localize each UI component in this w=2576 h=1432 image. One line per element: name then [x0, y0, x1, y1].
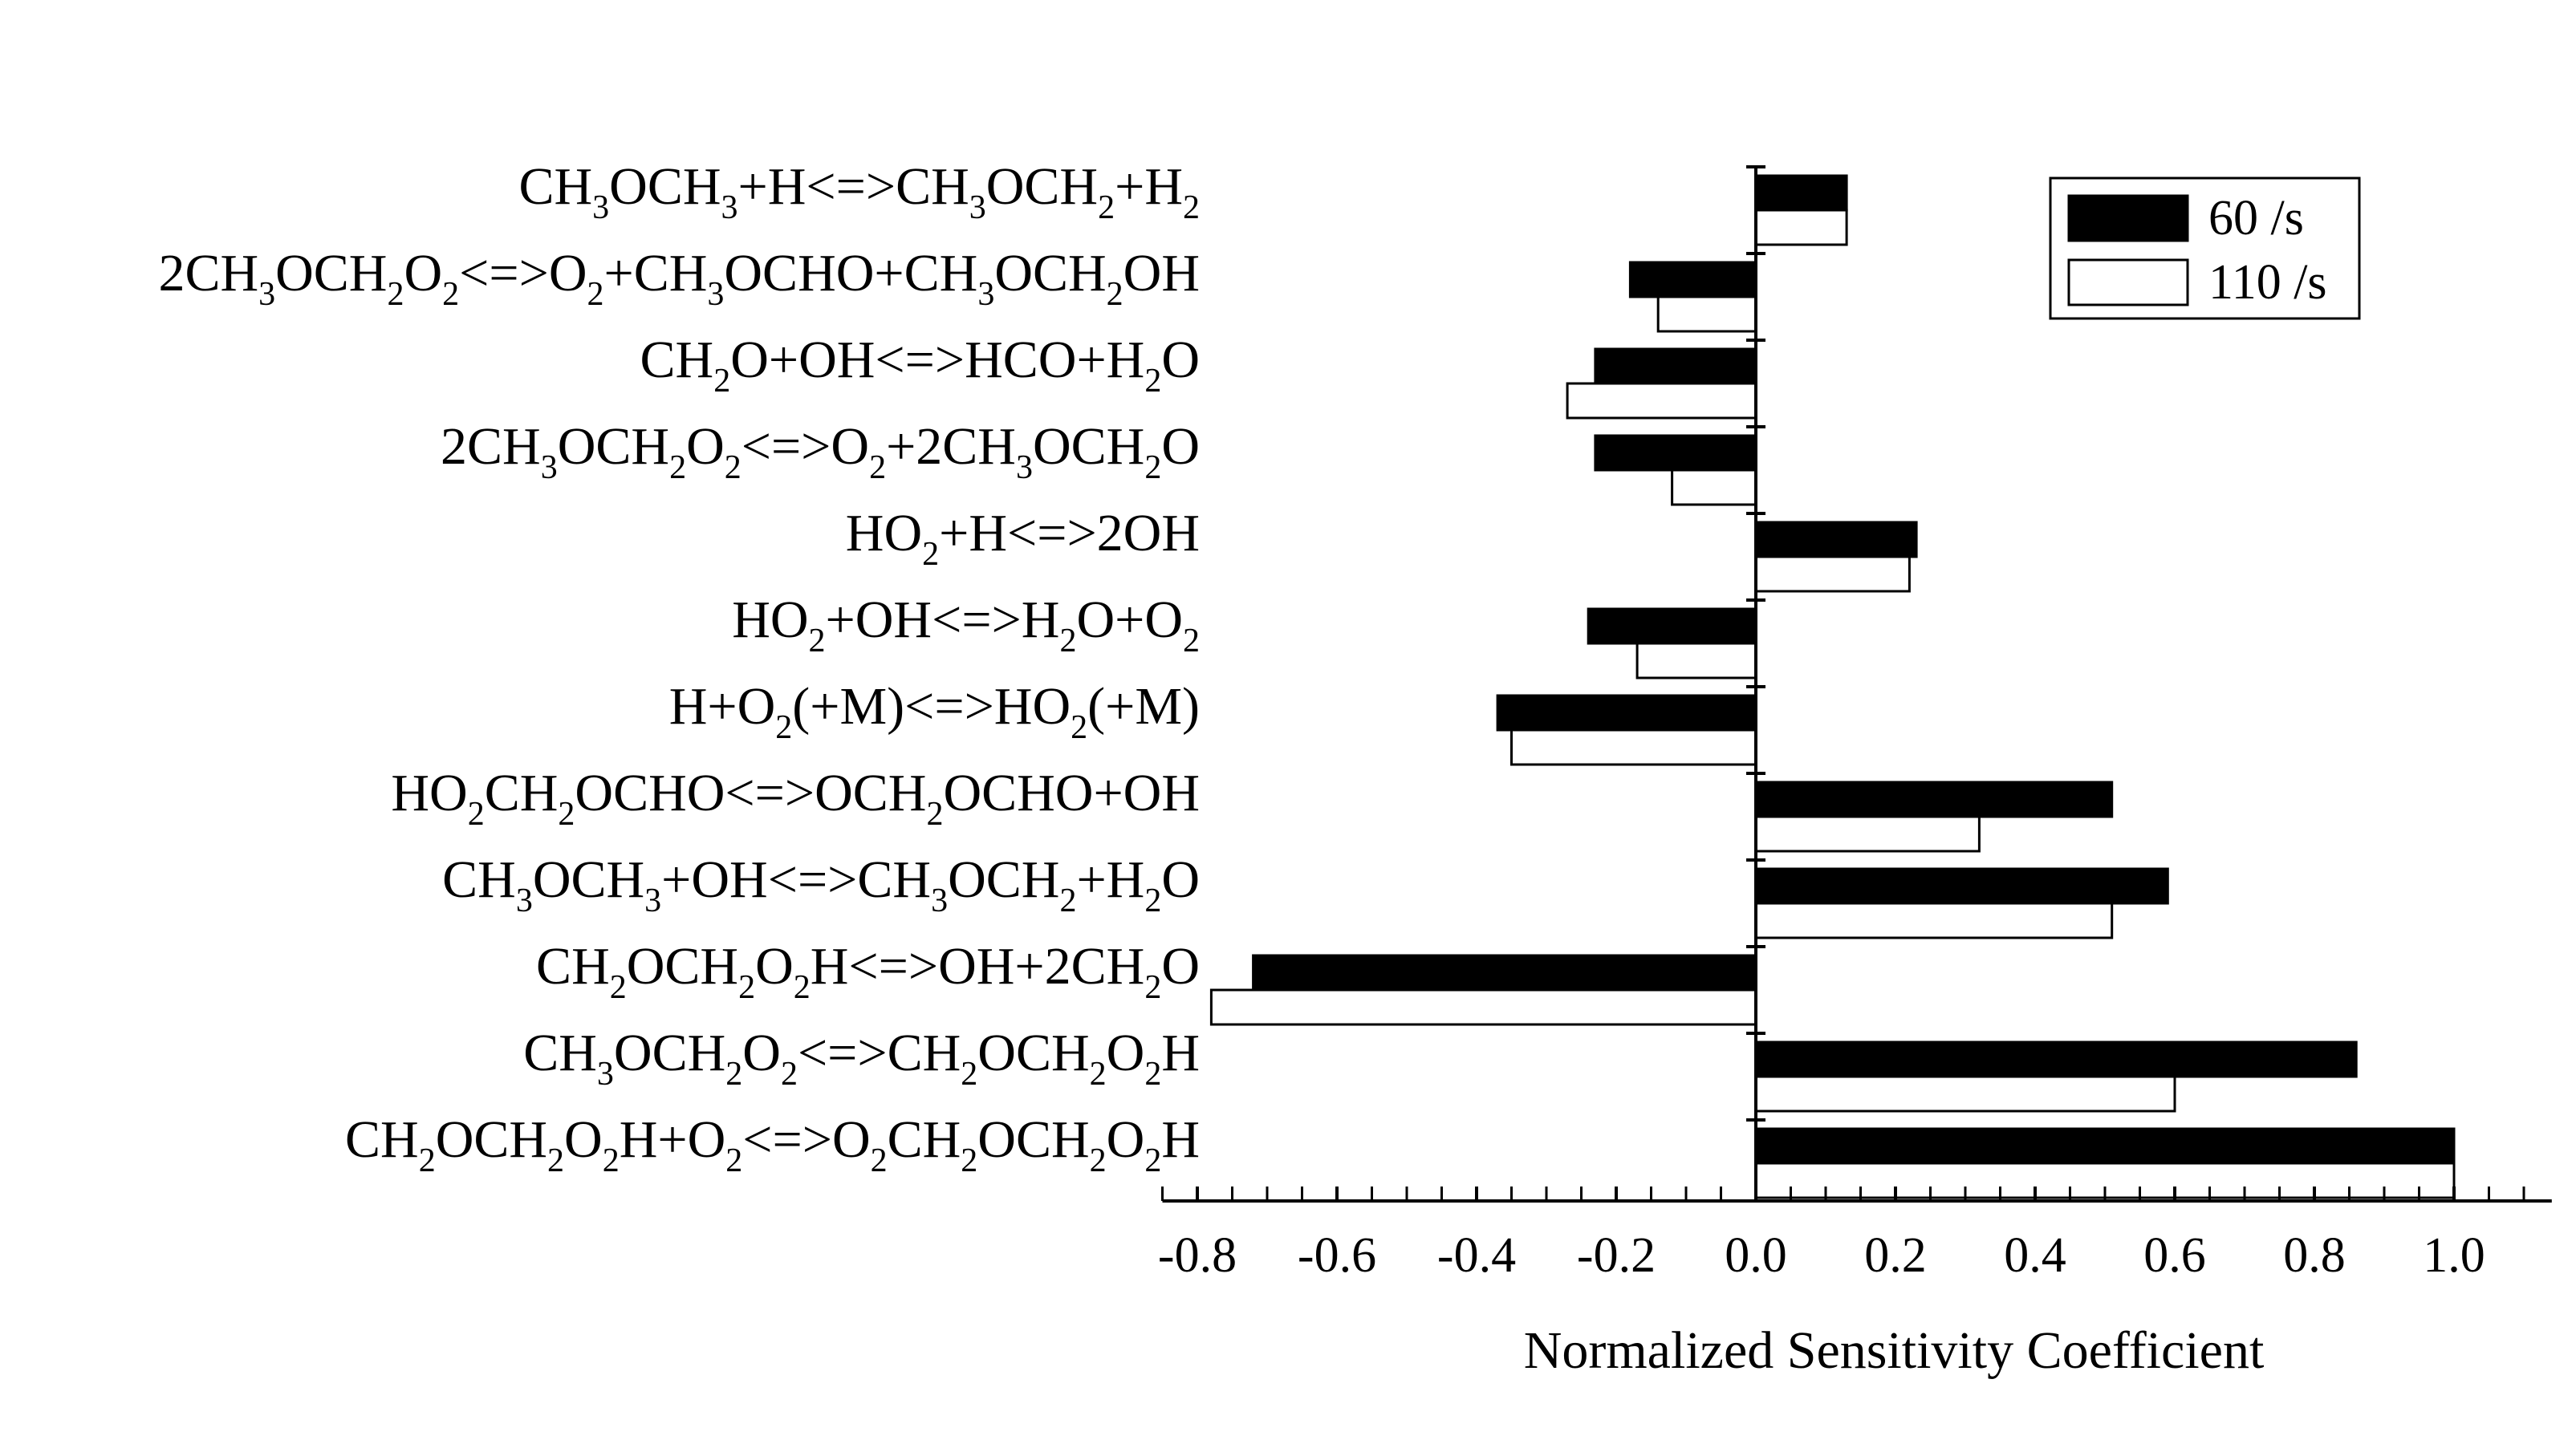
bars-layer	[1209, 174, 2456, 1199]
bar-110s-0	[1754, 209, 1848, 246]
x-tick-label: 0.2	[1864, 1228, 1927, 1283]
bar-110s-9	[1209, 988, 1757, 1026]
reaction-label: CH2OCH2O2H<=>OH+2CH2O	[536, 937, 1200, 1006]
bar-110s-6	[1510, 728, 1757, 766]
bar-60s-9	[1252, 954, 1757, 992]
reaction-label: CH3OCH3+OH<=>CH3OCH2+H2O	[442, 850, 1200, 919]
bar-110s-2	[1566, 382, 1757, 420]
x-tick-label: 0.8	[2283, 1228, 2346, 1283]
bar-110s-10	[1754, 1075, 2176, 1113]
x-tick-label: -0.2	[1577, 1228, 1656, 1283]
bar-110s-3	[1671, 469, 1757, 506]
x-tick-label: -0.8	[1158, 1228, 1237, 1283]
reaction-label: CH3OCH3+H<=>CH3OCH2+H2	[518, 157, 1200, 226]
bar-60s-11	[1754, 1127, 2456, 1165]
reaction-label: HO2CH2OCHO<=>OCH2OCHO+OH	[391, 764, 1200, 833]
reaction-label: HO2+H<=>2OH	[846, 504, 1200, 573]
reaction-label: CH2OCH2O2H+O2<=>O2CH2OCH2O2H	[345, 1110, 1200, 1179]
axes-layer	[1161, 165, 2552, 1203]
x-tick-label: 0.6	[2143, 1228, 2206, 1283]
x-tick-label: -0.4	[1437, 1228, 1516, 1283]
legend: 60 /s 110 /s	[2049, 176, 2361, 320]
x-tick-label: 0.0	[1725, 1228, 1787, 1283]
x-tick-label: -0.6	[1298, 1228, 1376, 1283]
reaction-labels-layer: CH3OCH3+H<=>CH3OCH2+H2 2CH3OCH2O2<=>O2+CH…	[158, 157, 1200, 1179]
reaction-label: CH3OCH2O2<=>CH2OCH2O2H	[523, 1024, 1200, 1093]
bar-110s-8	[1754, 902, 2114, 939]
bar-110s-4	[1754, 555, 1911, 593]
bar-110s-5	[1635, 642, 1757, 679]
bar-110s-1	[1656, 295, 1757, 333]
bar-60s-0	[1754, 174, 1848, 212]
legend-label-1: 110 /s	[2208, 255, 2327, 310]
legend-swatch-0	[2067, 194, 2189, 242]
reaction-label: H+O2(+M)<=>HO2(+M)	[669, 677, 1200, 746]
reaction-label: 2CH3OCH2O2<=>O2+CH3OCHO+CH3OCH2OH	[158, 244, 1200, 313]
legend-label-0: 60 /s	[2208, 191, 2304, 245]
bar-110s-7	[1754, 815, 1981, 853]
bar-60s-3	[1594, 434, 1757, 472]
bar-60s-6	[1496, 694, 1757, 732]
bar-60s-1	[1628, 261, 1757, 298]
reaction-label: HO2+OH<=>H2O+O2	[732, 590, 1200, 659]
bar-60s-5	[1587, 607, 1757, 645]
x-axis-title: Normalized Sensitivity Coefficient	[1524, 1321, 2265, 1380]
bar-60s-8	[1754, 867, 2169, 905]
x-tick-label: 1.0	[2423, 1228, 2485, 1283]
bar-60s-4	[1754, 521, 1918, 558]
reaction-label: 2CH3OCH2O2<=>O2+2CH3OCH2O	[441, 417, 1200, 486]
reaction-label: CH2O+OH<=>HCO+H2O	[640, 331, 1200, 400]
bar-60s-2	[1594, 347, 1757, 385]
bar-60s-10	[1754, 1041, 2358, 1078]
bar-60s-7	[1754, 781, 2114, 818]
x-tick-label: 0.4	[2004, 1228, 2066, 1283]
x-tick-labels-layer: -0.8 -0.6 -0.4 -0.2 0.0 0.2 0.4 0.6 0.8 1.0	[1158, 1228, 2485, 1283]
legend-swatch-1	[2067, 258, 2189, 306]
